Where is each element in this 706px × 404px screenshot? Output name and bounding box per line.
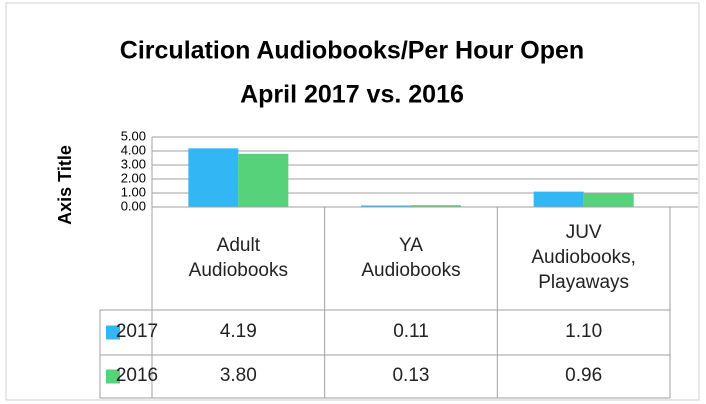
y-tick-label: 5.00: [121, 128, 146, 143]
y-axis-title: Axis Title: [55, 145, 75, 225]
chart-subtitle: April 2017 vs. 2016: [240, 81, 464, 109]
y-tick-label: 0.00: [121, 198, 146, 213]
chart-title: Circulation Audiobooks/Per Hour Open: [120, 37, 584, 65]
bar: [583, 193, 634, 207]
bar: [411, 205, 461, 207]
bar: [361, 205, 411, 207]
category-label: JUV Audiobooks, Playaways: [531, 222, 636, 293]
category-label: Adult Audiobooks: [188, 234, 288, 281]
legend-label: 2016: [115, 365, 159, 387]
legend-key: [106, 369, 120, 384]
table-value: 3.80: [219, 365, 257, 387]
legend-key: [106, 325, 120, 340]
table-value: 0.13: [392, 365, 430, 387]
bar: [188, 148, 239, 207]
table-value: 1.10: [565, 321, 603, 343]
category-label: YA Audiobooks: [361, 234, 461, 281]
bar: [533, 191, 584, 207]
y-tick-label: 4.00: [121, 142, 146, 157]
table-value: 0.96: [565, 365, 603, 387]
bar: [238, 153, 289, 207]
table-value: 0.11: [393, 321, 429, 343]
y-tick-label: 2.00: [121, 170, 146, 185]
y-tick-label: 3.00: [121, 156, 146, 171]
legend-label: 2017: [115, 321, 159, 343]
y-tick-label: 1.00: [121, 184, 146, 199]
table-value: 4.19: [219, 321, 257, 343]
